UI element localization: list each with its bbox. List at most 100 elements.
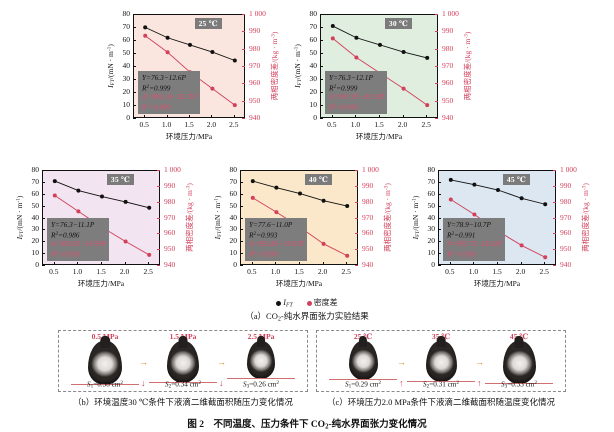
droplet-area-value: S2=0.34 cm2	[165, 380, 201, 390]
data-point	[76, 209, 81, 214]
y-tickmark-left	[133, 66, 136, 67]
y-tickmark-right	[157, 170, 160, 171]
y-tick-right: 980	[249, 43, 261, 53]
x-tick: 0.5	[247, 267, 257, 276]
y-tickmark-left	[42, 217, 45, 219]
y-tick-right: 950	[442, 95, 454, 105]
y-axis-title-left: IFT/(mN · m-1)	[213, 195, 224, 240]
x-tickmark	[426, 115, 428, 118]
annotation-line-0: Y=76.3−11.1P	[51, 220, 95, 229]
y-tick-right: 970	[362, 212, 374, 222]
x-tick: 0.5	[327, 120, 337, 129]
droplet-area-value: S2=0.31 cm2	[423, 380, 459, 390]
annotation-line-0: Y=76.3−12.1P	[329, 73, 373, 82]
droplet-image	[247, 341, 275, 379]
droplet-trend-marker: ↑	[477, 378, 482, 388]
y-tickmark-right	[553, 201, 556, 203]
y-tick-right: 960	[362, 228, 374, 238]
x-tickmark	[144, 115, 146, 118]
y-tickmark-right	[355, 249, 358, 251]
y-tick-left: 50	[229, 200, 238, 210]
y-tickmark-left	[42, 193, 45, 195]
legend-marker-ift	[276, 300, 282, 306]
y-tick-right: 950	[560, 244, 572, 254]
y-axis-title-right: 两相密度差/(kg · m-3)	[270, 31, 279, 101]
y-tick-right: 970	[560, 212, 572, 222]
data-point	[378, 42, 382, 47]
y-tick-right: 950	[249, 95, 261, 105]
y-tickmark-right	[355, 185, 358, 187]
x-tick: 0.5	[139, 120, 149, 129]
droplet-baseline	[407, 381, 475, 382]
y-tickmark-right	[553, 185, 556, 187]
y-tickmark-right	[553, 217, 556, 219]
droplet-baseline	[329, 379, 397, 380]
data-point	[519, 196, 524, 201]
regression-annotation-box: Y=78.9−10.7P R2=0.991 A=991.72−18.62P R2=0.…	[443, 218, 506, 261]
data-point	[425, 55, 430, 60]
x-tick: 2.0	[317, 267, 328, 276]
series-layer	[143, 25, 237, 108]
y-tick-left: 50	[309, 48, 318, 57]
series-layer	[448, 177, 548, 260]
annotation-line-3: R2=0.999	[142, 102, 171, 112]
data-point	[188, 42, 192, 47]
y-tick-left: 30	[229, 224, 238, 234]
y-tickmark-left	[320, 53, 323, 54]
y-tickmark-right	[355, 217, 358, 219]
y-tick-right: 990	[362, 180, 374, 190]
y-tick-left: 60	[229, 188, 238, 198]
y-tickmark-right	[553, 170, 556, 171]
x-tickmark	[299, 262, 300, 265]
y-tick-left: 10	[229, 248, 238, 258]
temperature-badge: 40 ℃	[304, 174, 333, 185]
y-tickmark-right	[355, 201, 358, 203]
data-point	[274, 185, 279, 190]
y-tickmark-left	[133, 118, 136, 119]
y-axis-title-left: IFT/(mN · m-1)	[293, 44, 304, 88]
y-tickmark-left	[320, 27, 323, 28]
data-point	[165, 50, 170, 55]
data-point	[100, 194, 104, 199]
y-tick-left: 60	[309, 35, 318, 44]
x-tickmark	[233, 115, 235, 118]
droplet-transition-arrow: →	[139, 357, 148, 367]
y-tick-right: 1 000	[560, 165, 577, 174]
droplet-area-value: S3=0.33 cm2	[501, 380, 537, 390]
y-tickmark-right	[435, 31, 438, 33]
droplet-baseline	[227, 378, 295, 379]
x-tick: 2.0	[119, 267, 130, 276]
annotation-line-2: A=991.72−18.62P	[447, 239, 503, 249]
droplet-area-value: S3=0.26 cm2	[243, 380, 279, 390]
y-tickmark-left	[320, 14, 323, 15]
x-tickmark	[402, 115, 404, 118]
y-tick-left: 80	[229, 165, 238, 174]
x-tickmark	[497, 262, 498, 265]
y-tick-left: 40	[122, 61, 131, 70]
y-tickmark-right	[242, 118, 245, 119]
y-tickmark-left	[438, 217, 441, 219]
y-tick-left: 0	[233, 260, 237, 269]
annotation-line-0: Y=78.9−10.7P	[447, 220, 491, 229]
y-tickmark-right	[157, 265, 160, 266]
y-tickmark-right	[242, 66, 245, 67]
y-axis-title-right: 两相密度差/(kg · m-3)	[383, 183, 392, 252]
y-tick-right: 940	[442, 113, 454, 122]
annotation-line-2: A=995.81−19.59P	[51, 239, 107, 249]
annotation-line-0: Y=76.3−12.6P	[142, 73, 186, 82]
y-tick-right: 970	[249, 61, 261, 70]
y-tickmark-left	[133, 14, 136, 15]
y-tick-left: 30	[427, 224, 436, 234]
y-tickmark-right	[157, 185, 160, 187]
x-tickmark	[148, 262, 150, 265]
y-tick-right: 1 000	[442, 9, 459, 18]
y-tickmark-right	[553, 265, 556, 266]
annotation-line-3: R2=0.999	[249, 249, 278, 259]
y-tickmark-left	[320, 79, 323, 80]
y-tick-left: 40	[309, 61, 318, 70]
droplet-image	[88, 341, 122, 385]
data-point	[519, 243, 524, 248]
y-tick-left: 20	[31, 236, 40, 246]
x-tick: 2.5	[341, 267, 351, 276]
droplet-trend-marker: ↓	[141, 378, 146, 388]
